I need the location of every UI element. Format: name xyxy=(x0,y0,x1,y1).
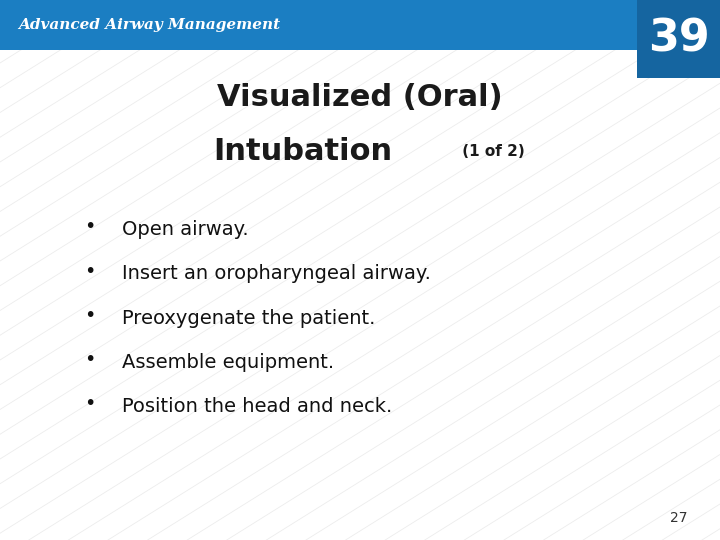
Text: •: • xyxy=(84,394,96,414)
FancyBboxPatch shape xyxy=(0,0,720,50)
Text: •: • xyxy=(84,350,96,369)
Text: Intubation: Intubation xyxy=(213,137,392,166)
Text: Position the head and neck.: Position the head and neck. xyxy=(122,397,392,416)
Text: Assemble equipment.: Assemble equipment. xyxy=(122,353,335,372)
Text: Advanced Airway Management: Advanced Airway Management xyxy=(18,18,280,32)
Text: 27: 27 xyxy=(670,511,688,525)
Text: Visualized (Oral): Visualized (Oral) xyxy=(217,83,503,112)
Text: 39: 39 xyxy=(648,18,709,60)
Text: Insert an oropharyngeal airway.: Insert an oropharyngeal airway. xyxy=(122,264,431,284)
Text: •: • xyxy=(84,306,96,325)
Text: Preoxygenate the patient.: Preoxygenate the patient. xyxy=(122,308,376,328)
Text: (1 of 2): (1 of 2) xyxy=(457,144,525,159)
Text: •: • xyxy=(84,261,96,281)
Text: Open airway.: Open airway. xyxy=(122,220,249,239)
Text: •: • xyxy=(84,217,96,237)
FancyBboxPatch shape xyxy=(637,0,720,78)
